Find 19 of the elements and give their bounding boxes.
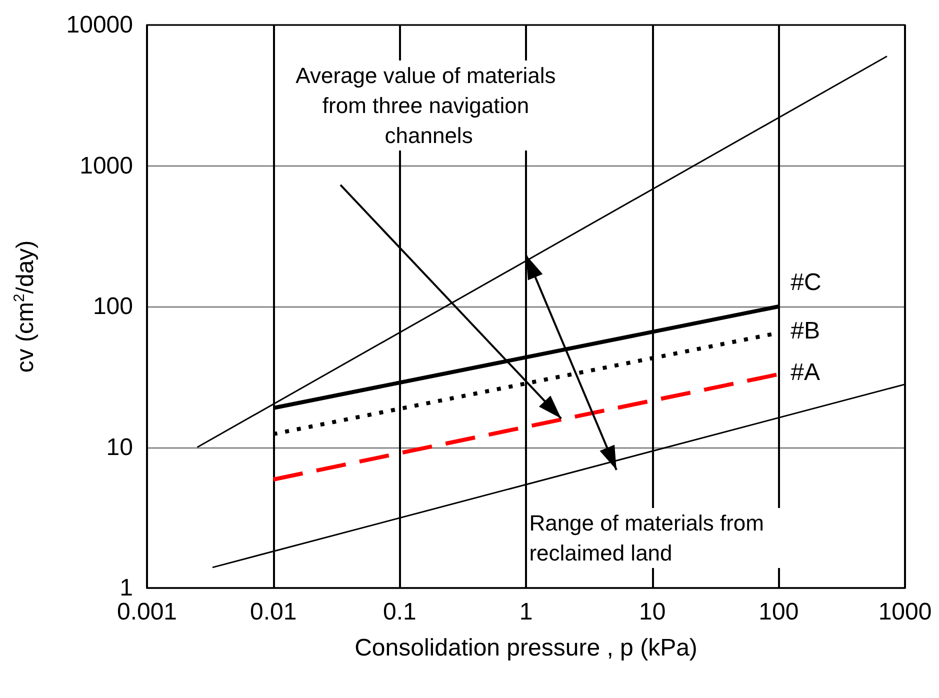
x-tick-label: 0.1 (382, 598, 416, 626)
y-tick-label: 10000 (66, 12, 133, 38)
series-label: #A (790, 358, 820, 386)
x-tick-label: 0.01 (250, 598, 297, 626)
annotation: Average value of materials from three navigation channels (296, 62, 562, 148)
x-axis-title: Consolidation pressure , p (kPa) (354, 634, 698, 662)
series-label: #C (790, 269, 822, 296)
y-axis-title: cv (cm2/day) (11, 240, 39, 373)
series-label: #B (790, 317, 820, 344)
annotation: Range of materials from reclaimed land (529, 510, 770, 566)
x-tick-label: 100 (758, 598, 799, 626)
y-tick-label: 10 (106, 434, 133, 461)
x-tick-label: 10 (638, 598, 666, 626)
x-tick-label: 0.001 (116, 598, 178, 626)
y-tick-label: 1 (120, 574, 133, 602)
y-tick-label: 1000 (80, 152, 133, 180)
x-tick-label: 1 (519, 598, 533, 626)
x-tick-label: 1000 (878, 598, 932, 626)
y-tick-label: 100 (92, 293, 133, 320)
